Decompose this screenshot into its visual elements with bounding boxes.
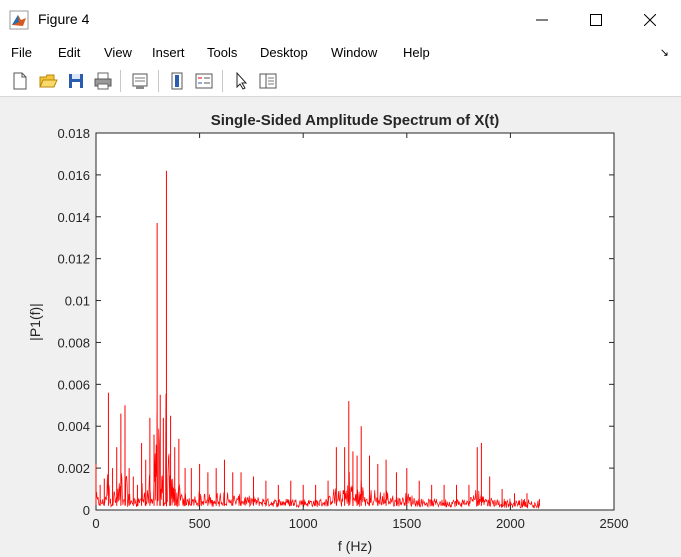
maximize-button[interactable] xyxy=(570,0,622,40)
y-tick-label: 0.002 xyxy=(57,461,90,476)
maximize-icon xyxy=(590,14,602,26)
close-button[interactable] xyxy=(624,0,676,40)
legend-icon[interactable] xyxy=(194,71,214,91)
x-tick-label: 1000 xyxy=(289,516,318,531)
save-icon[interactable] xyxy=(66,71,86,91)
spectrum-noise-line xyxy=(95,393,540,510)
y-tick-label: 0.008 xyxy=(57,335,90,350)
x-axis-label: f (Hz) xyxy=(338,538,372,554)
y-tick-label: 0.012 xyxy=(57,252,90,267)
title-bar: Figure 4 xyxy=(0,0,681,40)
y-tick-label: 0.014 xyxy=(57,210,90,225)
minimize-button[interactable] xyxy=(516,0,568,40)
toolbar-separator xyxy=(120,70,121,92)
x-tick-label: 0 xyxy=(92,516,99,531)
menu-help[interactable]: Help xyxy=(403,45,430,60)
x-tick-label: 2500 xyxy=(600,516,629,531)
close-icon xyxy=(644,14,656,26)
menu-desktop[interactable]: Desktop xyxy=(260,45,308,60)
y-axis-label: |P1(f)| xyxy=(27,303,43,341)
menu-view[interactable]: View xyxy=(104,45,132,60)
y-tick-label: 0.018 xyxy=(57,126,90,141)
colorbar-icon[interactable] xyxy=(167,71,187,91)
toolbar xyxy=(0,66,681,97)
y-tick-label: 0.004 xyxy=(57,419,90,434)
menu-window[interactable]: Window xyxy=(331,45,378,60)
menu-file[interactable]: File xyxy=(11,45,32,60)
menu-edit[interactable]: Edit xyxy=(58,45,81,60)
figure-canvas: 0 500 1000 1500 2000 2500 0 0.002 0.004 0.006 0.00… xyxy=(0,97,681,557)
minimize-icon xyxy=(536,19,548,21)
menu-tools[interactable]: Tools xyxy=(207,45,238,60)
x-tick-label: 2000 xyxy=(496,516,525,531)
print-icon[interactable] xyxy=(93,71,113,91)
window-title: Figure 4 xyxy=(38,11,90,27)
y-tick-label: 0.006 xyxy=(57,377,90,392)
new-figure-icon[interactable] xyxy=(10,71,30,91)
chart-title: Single-Sided Amplitude Spectrum of X(t) xyxy=(211,112,500,129)
y-tick-label: 0 xyxy=(83,503,90,518)
menu-bar: File Edit View Insert Tools Desktop Wind… xyxy=(0,40,681,66)
pointer-icon[interactable] xyxy=(232,71,252,91)
print-preview-icon[interactable] xyxy=(130,71,150,91)
y-tick-label: 0.016 xyxy=(57,168,90,183)
x-tick-label: 1500 xyxy=(392,516,421,531)
axes-box xyxy=(95,132,615,511)
x-tick-label: 500 xyxy=(189,516,211,531)
dock-arrow-icon[interactable]: ↘ xyxy=(659,47,669,59)
ticks-group: 0 500 1000 1500 2000 2500 0 0.002 0.004 0.006 0.00… xyxy=(57,126,628,531)
matlab-icon xyxy=(9,10,29,30)
plot-area: 0 500 1000 1500 2000 2500 0 0.002 0.004 0.006 0.00… xyxy=(27,112,628,554)
property-editor-icon[interactable] xyxy=(258,71,278,91)
open-file-icon[interactable] xyxy=(38,71,58,91)
toolbar-separator xyxy=(158,70,159,92)
y-tick-label: 0.01 xyxy=(65,294,90,309)
series-group xyxy=(95,170,540,510)
toolbar-separator xyxy=(222,70,223,92)
menu-insert[interactable]: Insert xyxy=(152,45,185,60)
